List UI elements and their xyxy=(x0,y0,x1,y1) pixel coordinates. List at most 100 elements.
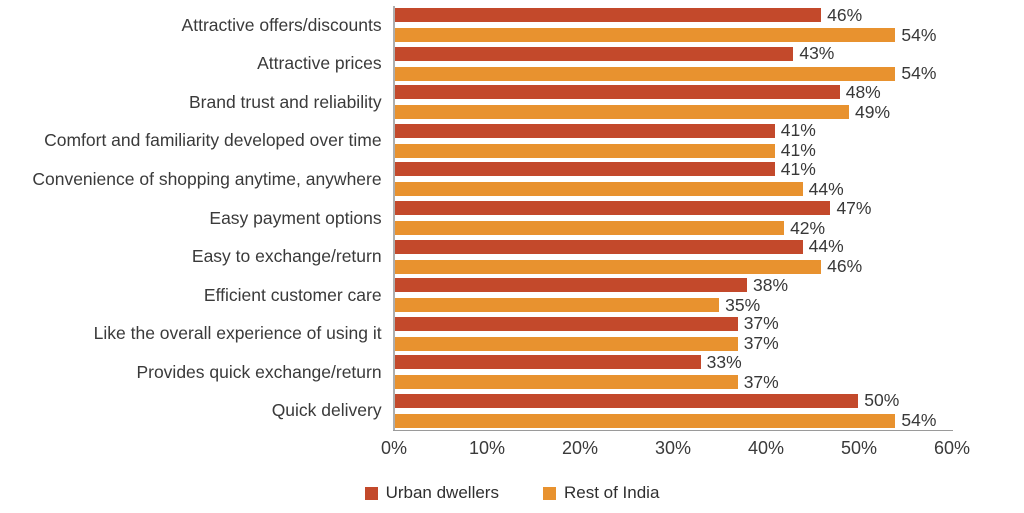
category-row: Comfort and familiarity developed over t… xyxy=(0,120,951,161)
bar-urban-dwellers xyxy=(394,123,775,138)
bar-urban-dwellers xyxy=(394,393,859,408)
category-bars: 41% 41% xyxy=(392,120,951,161)
category-label: Easy payment options xyxy=(209,207,382,228)
bar-rest-of-india xyxy=(394,221,785,235)
bar-urban-dwellers xyxy=(394,316,738,331)
bar-line: 37% xyxy=(394,371,951,392)
x-tick-label: 10% xyxy=(468,438,506,458)
category-row: Easy to exchange/return 44% 46% xyxy=(0,236,951,277)
category-label: Efficient customer care xyxy=(203,284,382,305)
category-bars: 37% 37% xyxy=(392,313,951,354)
bar-line: 42% xyxy=(394,217,951,238)
bar-value-label: 41% xyxy=(780,140,816,161)
category-bars: 48% 49% xyxy=(392,81,951,122)
bar-urban-dwellers xyxy=(394,355,701,370)
bar-line: 54% xyxy=(394,63,951,84)
category-bars: 43% 54% xyxy=(392,43,951,84)
bar-urban-dwellers xyxy=(394,201,831,215)
category-bars: 41% 44% xyxy=(392,158,951,199)
bar-line: 47% xyxy=(394,197,951,218)
category-bars: 38% 35% xyxy=(392,274,951,315)
category-label: Quick delivery xyxy=(271,400,382,421)
bar-rest-of-india xyxy=(394,413,896,428)
bar-line: 49% xyxy=(394,101,951,122)
bar-value-label: 49% xyxy=(854,101,891,122)
bar-value-label: 35% xyxy=(725,294,761,315)
bar-line: 33% xyxy=(394,351,951,372)
bar-line: 54% xyxy=(394,24,951,45)
bar-rest-of-india xyxy=(394,336,738,351)
category-label: Easy to exchange/return xyxy=(191,246,382,267)
legend-label: Urban dwellers xyxy=(385,483,499,502)
category-bars: 50% 54% xyxy=(392,390,951,430)
bar-value-label: 37% xyxy=(743,371,779,392)
bar-line: 44% xyxy=(394,236,951,257)
category-row: Attractive offers/discounts 46% 54% xyxy=(0,4,951,45)
bar-line: 37% xyxy=(394,313,951,333)
bar-rest-of-india xyxy=(394,28,896,43)
x-axis-ticks: 0% 10% 20% 30% 40% 50% 60% xyxy=(381,438,970,462)
bar-value-label: 47% xyxy=(836,197,872,218)
category-bars: 47% 42% xyxy=(392,197,951,238)
bar-line: 41% xyxy=(394,140,951,161)
category-label: Like the overall experience of using it xyxy=(93,323,382,344)
category-row: Easy payment options 47% 42% xyxy=(0,197,951,238)
x-axis-line xyxy=(393,430,953,431)
bar-rest-of-india xyxy=(394,182,803,197)
category-label: Provides quick exchange/return xyxy=(136,361,382,382)
bar-urban-dwellers xyxy=(394,278,747,293)
category-bars: 33% 37% xyxy=(392,351,951,392)
category-row: Brand trust and reliability 48% 49% xyxy=(0,81,951,122)
x-tick-label: 30% xyxy=(654,438,692,458)
category-row: Efficient customer care 38% 35% xyxy=(0,274,951,315)
category-bars: 46% 54% xyxy=(392,4,951,45)
bar-line: 41% xyxy=(394,158,951,179)
x-tick-label: 60% xyxy=(933,438,971,458)
bar-value-label: 54% xyxy=(901,63,937,84)
bar-value-label: 41% xyxy=(780,120,816,141)
bar-rest-of-india xyxy=(394,143,775,158)
bar-value-label: 33% xyxy=(706,351,742,372)
bar-value-label: 37% xyxy=(743,333,779,354)
legend-item-rest-of-india: Rest of India xyxy=(542,483,660,503)
bar-line: 41% xyxy=(394,120,951,141)
bar-value-label: 46% xyxy=(827,4,863,25)
bar-value-label: 54% xyxy=(901,24,937,45)
legend-swatch-icon xyxy=(364,486,378,500)
bar-value-label: 44% xyxy=(808,236,844,257)
bar-value-label: 50% xyxy=(864,390,900,411)
category-label: Comfort and familiarity developed over t… xyxy=(44,130,382,151)
legend: Urban dwellers Rest of India xyxy=(0,483,1024,503)
bar-rest-of-india xyxy=(394,66,896,81)
bar-value-label: 43% xyxy=(799,43,835,64)
bar-line: 46% xyxy=(394,4,951,25)
bar-value-label: 38% xyxy=(752,274,789,295)
bar-urban-dwellers xyxy=(394,46,794,61)
category-row: Quick delivery 50% 54% xyxy=(0,390,951,430)
bar-line: 48% xyxy=(394,81,951,102)
bar-value-label: 41% xyxy=(780,158,816,179)
bar-rest-of-india xyxy=(394,259,822,274)
bar-value-label: 48% xyxy=(845,81,881,102)
bar-line: 43% xyxy=(394,43,951,64)
x-tick-label: 40% xyxy=(747,438,785,458)
category-label: Attractive offers/discounts xyxy=(181,14,382,35)
x-tick-label: 20% xyxy=(561,438,599,458)
category-bars: 44% 46% xyxy=(392,236,951,277)
bar-line: 44% xyxy=(394,178,951,199)
bar-urban-dwellers xyxy=(394,8,822,23)
bar-line: 54% xyxy=(394,410,951,430)
bar-line: 37% xyxy=(394,333,951,354)
category-row: Attractive prices 43% 54% xyxy=(0,43,951,84)
bar-rest-of-india xyxy=(394,298,720,313)
plot-rows: Attractive offers/discounts 46% 54% Attract… xyxy=(0,4,951,430)
legend-label: Rest of India xyxy=(563,483,660,502)
bar-value-label: 42% xyxy=(790,217,826,238)
bar-value-label: 46% xyxy=(827,256,863,277)
bar-value-label: 44% xyxy=(808,178,844,199)
bar-line: 35% xyxy=(394,294,951,315)
legend-item-urban-dwellers: Urban dwellers xyxy=(364,483,499,503)
x-tick-label: 0% xyxy=(380,438,408,458)
category-row: Convenience of shopping anytime, anywher… xyxy=(0,158,951,199)
